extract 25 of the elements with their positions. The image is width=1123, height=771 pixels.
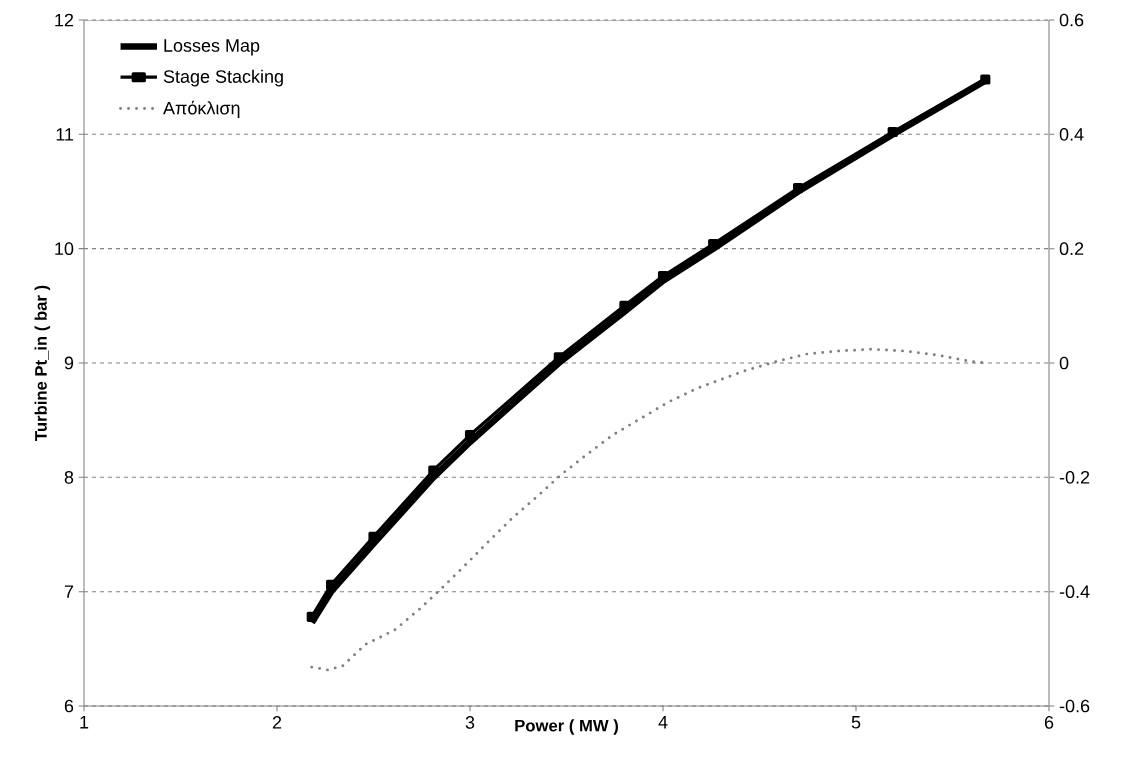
y2-tick-label: 0.6 [1059, 13, 1084, 27]
legend-label: Απόκλιση [163, 100, 240, 119]
y2-tick-label: -0.6 [1059, 699, 1090, 713]
y-tick-label: 11 [56, 128, 74, 141]
x-tick-label: 2 [272, 716, 282, 729]
y2-tick-label: 0.4 [1059, 127, 1084, 141]
y-tick-label: 8 [64, 470, 74, 484]
legend-label: Losses Map [164, 39, 260, 56]
y2-tick-label: 0 [1059, 356, 1069, 370]
y-tick-label: 12 [55, 13, 74, 27]
y2-tick-label: 0.2 [1059, 242, 1084, 256]
y-tick-label: 6 [64, 699, 74, 713]
legend-label: Stage Stacking [163, 69, 283, 87]
x-axis-title: Power ( MW ) [515, 719, 618, 735]
y-tick-label: 7 [64, 585, 74, 598]
x-tick-label: 4 [658, 716, 668, 729]
x-tick-label: 3 [465, 716, 475, 729]
y-tick-label: 9 [64, 356, 74, 370]
y2-tick-label: -0.4 [1059, 585, 1090, 599]
x-tick-label: 1 [80, 716, 89, 729]
x-tick-label: 5 [851, 716, 861, 729]
y-axis-title: Turbine Pt_in ( bar ) [34, 285, 51, 441]
y2-tick-label: -0.2 [1059, 470, 1090, 484]
x-tick-label: 6 [1044, 716, 1054, 729]
y-tick-label: 10 [55, 242, 74, 256]
